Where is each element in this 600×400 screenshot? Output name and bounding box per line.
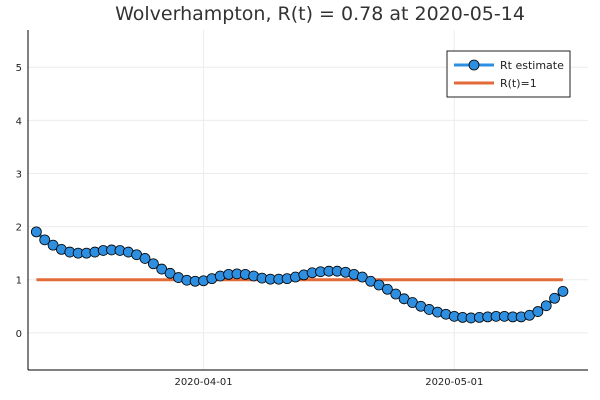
y-tick-label: 5 bbox=[16, 63, 22, 74]
rt-estimate-point bbox=[382, 283, 393, 295]
rt-estimate-point bbox=[156, 263, 168, 275]
chart-title: Wolverhampton, R(t) = 0.78 at 2020-05-14 bbox=[115, 3, 525, 25]
rt-estimate-point bbox=[47, 239, 59, 251]
rt-estimate-point bbox=[164, 267, 176, 279]
y-tick-label: 2 bbox=[16, 223, 22, 234]
legend-box bbox=[446, 50, 571, 98]
series-layer bbox=[30, 226, 569, 324]
x-tick-label: 2020-04-01 bbox=[174, 377, 232, 388]
rt-estimate-point bbox=[39, 234, 51, 246]
tick-labels: 0 1 2 3 4 5 2020-04-01 2020-05-01 bbox=[16, 63, 484, 388]
x-tick-label: 2020-05-01 bbox=[425, 377, 483, 388]
rt-estimate-point bbox=[557, 285, 569, 297]
legend: Rt estimate R(t)=1 bbox=[446, 50, 571, 98]
y-tick-label: 3 bbox=[16, 169, 22, 180]
y-tick-label: 1 bbox=[16, 276, 22, 287]
rt-estimate-point bbox=[139, 253, 151, 264]
y-tick-label: 0 bbox=[16, 329, 22, 340]
axes bbox=[27, 30, 588, 371]
rt-estimate-point bbox=[373, 279, 385, 291]
rt-estimate-point bbox=[30, 226, 42, 238]
rt-estimate-point bbox=[532, 306, 544, 317]
y-tick-label: 4 bbox=[16, 116, 22, 127]
rt-estimate-point bbox=[356, 271, 368, 283]
rt-estimate-point bbox=[390, 288, 402, 300]
rt-estimate-point bbox=[540, 300, 552, 312]
legend-rt-label: Rt estimate bbox=[500, 59, 564, 72]
legend-rt-marker bbox=[468, 59, 480, 71]
rt-estimate-point bbox=[549, 292, 560, 304]
rt-estimate-point bbox=[147, 258, 159, 270]
legend-reference-label: R(t)=1 bbox=[500, 77, 537, 90]
